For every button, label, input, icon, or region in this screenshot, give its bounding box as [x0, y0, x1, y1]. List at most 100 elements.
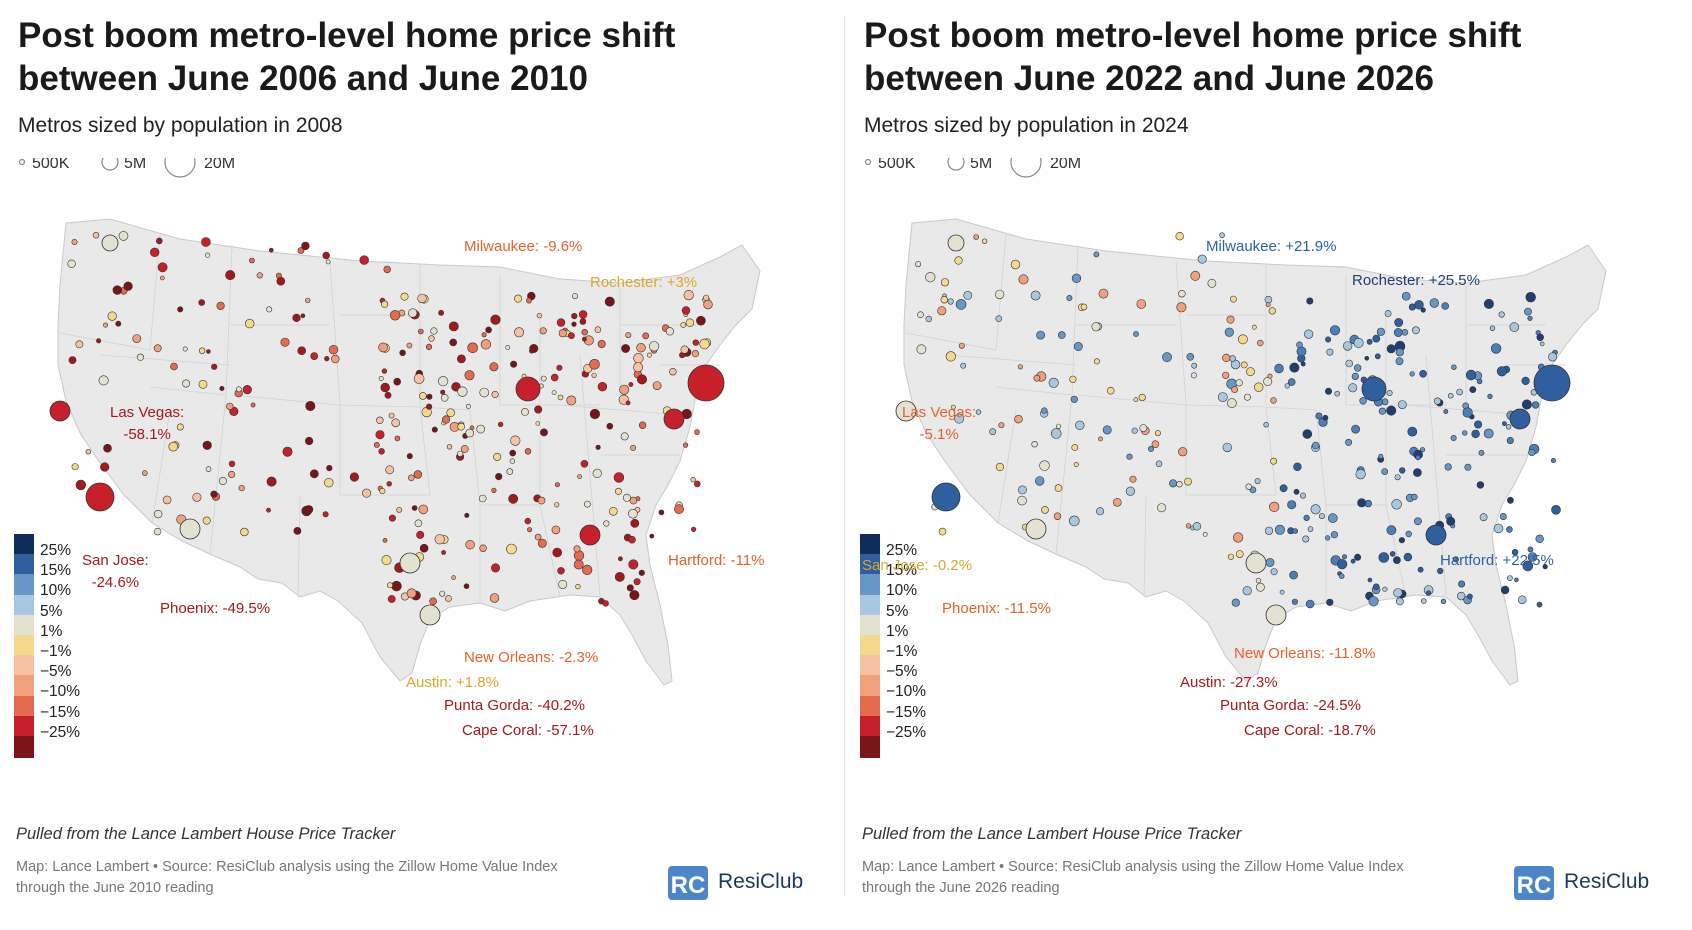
state-border: [1175, 260, 1187, 406]
metro-bubble: [132, 334, 142, 343]
metro-bubble: [1131, 427, 1138, 434]
annotation-milwaukee: Milwaukee: -9.6%: [464, 238, 583, 255]
metro-bubble: [103, 443, 112, 453]
size-label-5m: 5M: [970, 158, 992, 172]
metro-bubble: [1412, 326, 1420, 335]
metro-bubble: [1185, 523, 1192, 529]
color-legend-label: −1%: [886, 643, 918, 660]
metro-bubble: [621, 344, 630, 353]
metro-bubble: [1425, 590, 1432, 596]
metro-bubble: [510, 360, 518, 368]
metro-bubble: [205, 466, 212, 472]
metro-bubble: [1325, 336, 1332, 343]
metro-bubble: [690, 476, 696, 483]
metro-bubble: [1010, 259, 1021, 270]
metro-bubble: [1386, 525, 1397, 536]
metro-bubble: [100, 462, 110, 472]
metro-bubble: [381, 300, 389, 308]
metro-bubble: [550, 373, 559, 382]
metro-bubble: [1311, 441, 1320, 450]
metro-bubble: [1302, 535, 1310, 543]
metro-bubble: [614, 571, 625, 582]
color-swatch: [860, 534, 880, 556]
metro-bubble: [467, 342, 479, 354]
metro-bubble: [497, 421, 504, 428]
metro-bubble: [439, 590, 446, 597]
state-border: [1425, 354, 1447, 596]
annotation-hartford: Hartford: +22.5%: [1440, 552, 1554, 569]
metro-bubble: [464, 370, 475, 381]
credit-text: Map: Lance Lambert • Source: ResiClub an…: [16, 857, 558, 899]
metro-bubble: [582, 564, 593, 576]
color-legend-label: −5%: [886, 663, 918, 681]
metro-bubble: [539, 327, 547, 335]
color-legend-label: −15%: [40, 703, 81, 721]
metro-bubble: [245, 318, 255, 329]
metro-bubble: [579, 318, 587, 325]
metro-bubble: [1419, 447, 1426, 453]
metro-bubble: [322, 511, 329, 518]
state-border: [225, 244, 233, 396]
metro-bubble: [431, 426, 438, 433]
metro-bubble: [1456, 388, 1463, 396]
size-legend: 500K 5M 20M: [860, 146, 1180, 198]
metro-bubble: [1372, 334, 1381, 343]
metro-bubble: [1306, 297, 1314, 305]
metro-bubble: [1476, 481, 1485, 489]
metro-bubble: [429, 597, 437, 606]
metro-bubble: [489, 593, 500, 603]
credit-line-2: through the June 2026 reading: [862, 880, 1060, 896]
metro-bubble: [620, 432, 629, 441]
metro-bubble: [603, 520, 610, 527]
metro-bubble: [413, 470, 423, 479]
metro-bubble-large: [931, 482, 961, 512]
metro-bubble: [75, 340, 84, 349]
metro-bubble: [464, 512, 470, 518]
metro-bubble: [626, 584, 634, 592]
metro-bubble: [103, 322, 109, 328]
metro-bubble: [1539, 341, 1545, 347]
panel-divider: [844, 16, 845, 896]
metro-bubble: [1382, 586, 1388, 592]
metro-bubble: [451, 575, 456, 580]
metro-bubble: [1524, 307, 1532, 316]
metro-bubble: [669, 368, 677, 376]
metro-bubble: [633, 578, 641, 586]
metro-bubble: [107, 311, 117, 321]
metro-bubble: [456, 354, 466, 364]
metro-bubble: [413, 373, 425, 384]
metro-bubble: [250, 402, 256, 408]
resiclub-logo: RC ResiClub: [666, 862, 836, 904]
metro-bubble: [136, 353, 144, 361]
metro-bubble: [994, 289, 1005, 300]
metro-bubble: [1326, 598, 1334, 606]
metro-bubble: [1270, 457, 1277, 465]
metro-bubble: [649, 533, 655, 539]
state-border: [1071, 244, 1079, 396]
metro-bubble: [1310, 504, 1321, 515]
metro-bubble: [1240, 361, 1248, 369]
metro-bubble: [198, 379, 208, 389]
metro-bubble: [1098, 288, 1109, 299]
metro-bubble: [1465, 369, 1477, 381]
color-legend-label: −25%: [40, 723, 81, 741]
metro-bubble: [535, 421, 541, 426]
metro-bubble: [540, 375, 547, 382]
metro-bubble: [393, 377, 402, 386]
metro-bubble: [1429, 298, 1439, 308]
metro-bubble: [1354, 364, 1362, 372]
state-border: [339, 404, 421, 408]
metro-bubble: [682, 442, 689, 448]
metro-bubble: [469, 425, 475, 430]
metro-bubble: [1075, 420, 1085, 431]
metro-bubble: [1337, 559, 1348, 570]
metro-bubble: [1091, 322, 1101, 332]
metro-bubble: [1300, 361, 1306, 367]
metro-bubble-large: [1509, 408, 1531, 430]
metro-bubble: [411, 505, 418, 511]
metro-bubble: [628, 382, 634, 387]
metro-bubble: [1452, 556, 1459, 563]
metro-bubble: [1527, 315, 1533, 321]
metro-bubble: [566, 395, 577, 406]
metro-bubble: [400, 292, 409, 301]
